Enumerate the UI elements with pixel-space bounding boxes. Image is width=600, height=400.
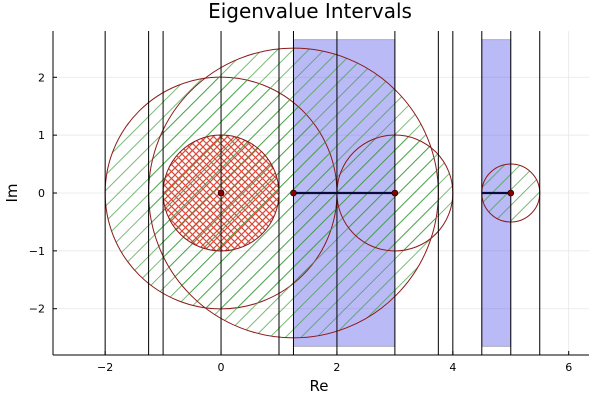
eigen-point [217, 189, 225, 197]
x-tick-label: −2 [97, 361, 113, 374]
y-tick-label: 1 [38, 129, 45, 142]
y-axis-label: Im [3, 183, 21, 202]
x-axis-label: Re [310, 377, 329, 395]
x-tick-label: 2 [333, 361, 340, 374]
chart-title: Eigenvalue Intervals [208, 0, 412, 23]
y-tick-label: −1 [29, 245, 45, 258]
x-ticks: −2 0 2 4 6 [97, 351, 572, 374]
x-tick-label: 4 [449, 361, 456, 374]
eigen-point [391, 189, 399, 197]
y-ticks: −2 −1 0 1 2 [29, 71, 57, 316]
eigen-point [290, 189, 297, 197]
vertical-lines [104, 31, 541, 355]
x-tick-label: 6 [565, 361, 572, 374]
y-tick-label: 2 [38, 71, 45, 84]
eigen-points [217, 189, 515, 197]
y-tick-label: −2 [29, 303, 45, 316]
x-tick-label: 0 [218, 361, 225, 374]
eigen-point [507, 189, 515, 197]
y-tick-label: 0 [38, 187, 45, 200]
